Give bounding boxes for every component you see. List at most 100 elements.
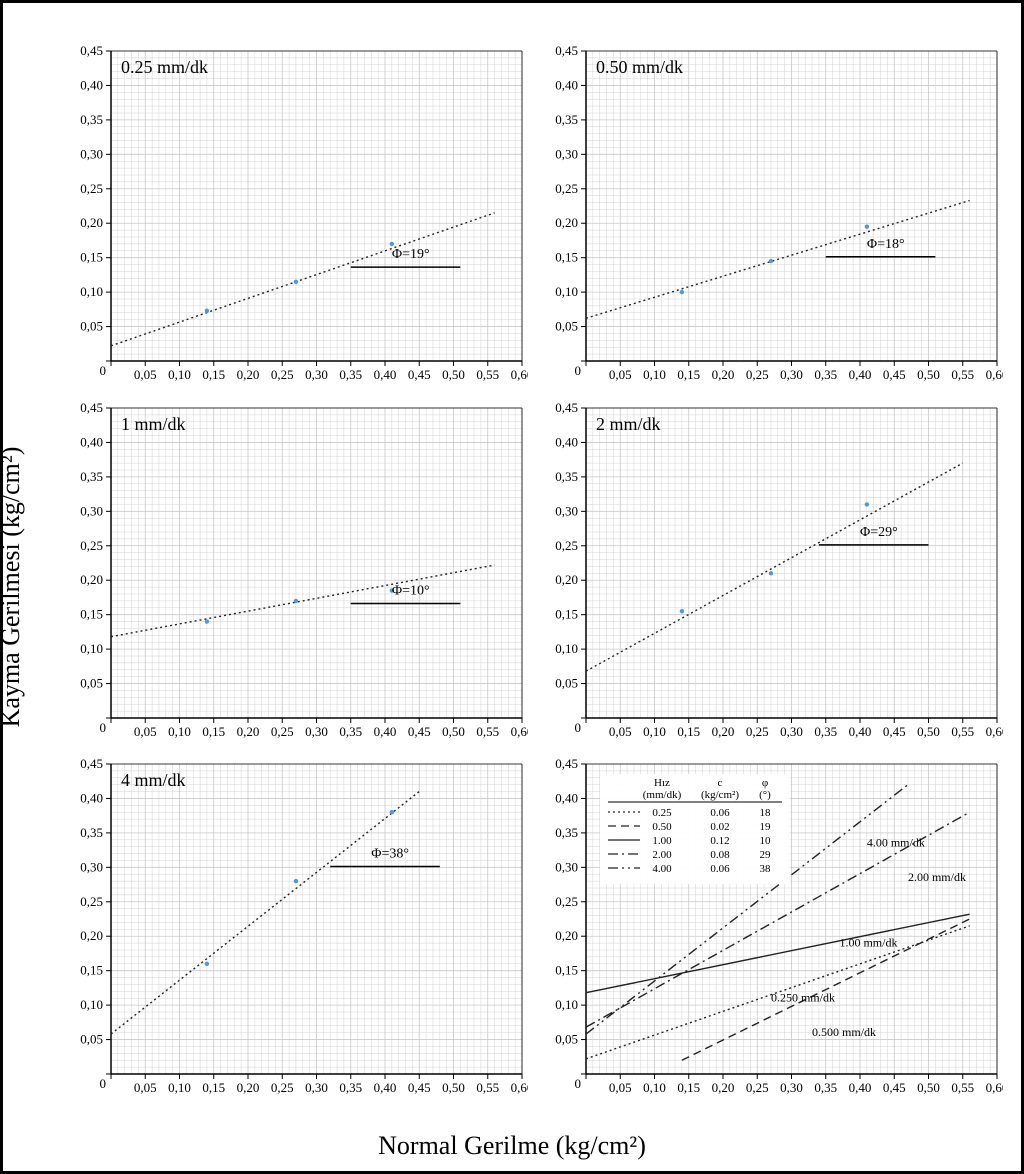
svg-text:0,40: 0,40	[555, 77, 578, 92]
svg-text:0,30: 0,30	[555, 503, 578, 518]
svg-text:0: 0	[100, 1076, 107, 1091]
svg-text:0,40: 0,40	[555, 434, 578, 449]
svg-text:0,05: 0,05	[134, 367, 157, 382]
svg-text:0,60: 0,60	[511, 1080, 528, 1095]
svg-text:0,10: 0,10	[555, 997, 578, 1012]
svg-text:Φ=18°: Φ=18°	[867, 237, 905, 252]
svg-text:0,35: 0,35	[339, 1080, 362, 1095]
svg-text:0,25: 0,25	[746, 724, 769, 739]
svg-text:0,05: 0,05	[609, 367, 632, 382]
svg-text:0,60: 0,60	[511, 367, 528, 382]
svg-text:0,15: 0,15	[555, 963, 578, 978]
svg-text:0,50: 0,50	[442, 1080, 465, 1095]
svg-text:0,55: 0,55	[951, 724, 974, 739]
svg-text:0,25: 0,25	[271, 1080, 294, 1095]
svg-text:4.00 mm/dk: 4.00 mm/dk	[867, 836, 925, 850]
svg-text:0,30: 0,30	[780, 1080, 803, 1095]
svg-text:0,20: 0,20	[237, 724, 260, 739]
svg-text:0,50: 0,50	[917, 367, 940, 382]
svg-text:0,25: 0,25	[80, 537, 103, 552]
svg-text:0,45: 0,45	[408, 724, 431, 739]
svg-text:0,20: 0,20	[555, 929, 578, 944]
svg-text:0: 0	[100, 720, 107, 735]
svg-text:0,45: 0,45	[408, 1080, 431, 1095]
svg-text:0,55: 0,55	[476, 1080, 499, 1095]
svg-text:0,40: 0,40	[374, 367, 397, 382]
svg-text:0,15: 0,15	[677, 724, 700, 739]
svg-text:0,45: 0,45	[555, 756, 578, 771]
svg-text:0,35: 0,35	[80, 825, 103, 840]
svg-text:0,05: 0,05	[134, 1080, 157, 1095]
svg-text:0,30: 0,30	[80, 860, 103, 875]
svg-text:0,10: 0,10	[168, 367, 191, 382]
panel-grid: 0 0,05 0,10 0,15 0,20 0,25 0,30 0,35 0,40 0,45 0,5…	[63, 43, 1003, 1103]
svg-text:0,25: 0,25	[271, 367, 294, 382]
svg-text:0,30: 0,30	[305, 1080, 328, 1095]
chart-panel-p1: 00,050,100,150,200,250,300,350,400,450,5…	[63, 400, 528, 747]
svg-text:φ: φ	[762, 777, 768, 789]
svg-text:0,40: 0,40	[849, 724, 872, 739]
svg-text:38: 38	[760, 863, 772, 875]
svg-text:0,25: 0,25	[746, 367, 769, 382]
svg-text:0,50: 0,50	[442, 724, 465, 739]
svg-text:0,05: 0,05	[80, 1032, 103, 1047]
svg-text:0,10: 0,10	[555, 284, 578, 299]
svg-text:0,25: 0,25	[555, 894, 578, 909]
svg-text:0,10: 0,10	[643, 1080, 666, 1095]
svg-text:0,15: 0,15	[80, 963, 103, 978]
svg-text:0,25: 0,25	[80, 894, 103, 909]
svg-text:0,30: 0,30	[555, 146, 578, 161]
svg-text:0,35: 0,35	[555, 112, 578, 127]
svg-text:0.500 mm/dk: 0.500 mm/dk	[812, 1025, 876, 1039]
svg-text:18: 18	[760, 807, 772, 819]
svg-text:1.00: 1.00	[652, 835, 672, 847]
svg-text:0: 0	[575, 720, 582, 735]
svg-text:0,05: 0,05	[555, 675, 578, 690]
svg-text:0,15: 0,15	[202, 367, 225, 382]
svg-text:0,35: 0,35	[80, 112, 103, 127]
svg-text:0,60: 0,60	[986, 367, 1003, 382]
svg-text:0,35: 0,35	[555, 825, 578, 840]
svg-text:0,20: 0,20	[80, 215, 103, 230]
svg-text:0,25: 0,25	[555, 537, 578, 552]
svg-text:0,15: 0,15	[80, 606, 103, 621]
svg-text:0,20: 0,20	[237, 1080, 260, 1095]
svg-text:0,20: 0,20	[555, 572, 578, 587]
svg-text:Φ=10°: Φ=10°	[392, 583, 430, 598]
svg-text:0,60: 0,60	[986, 1080, 1003, 1095]
svg-text:0,20: 0,20	[712, 724, 735, 739]
svg-text:0,35: 0,35	[80, 469, 103, 484]
svg-text:1 mm/dk: 1 mm/dk	[121, 414, 186, 434]
svg-text:0,45: 0,45	[408, 367, 431, 382]
svg-text:0,05: 0,05	[609, 1080, 632, 1095]
svg-text:(kg/cm²): (kg/cm²)	[701, 789, 739, 801]
svg-text:0,35: 0,35	[814, 724, 837, 739]
svg-text:0,35: 0,35	[339, 724, 362, 739]
svg-text:0.50: 0.50	[652, 821, 672, 833]
svg-text:c: c	[718, 777, 723, 789]
svg-text:10: 10	[760, 835, 772, 847]
svg-text:0,20: 0,20	[712, 367, 735, 382]
svg-text:Φ=38°: Φ=38°	[371, 847, 409, 862]
svg-text:0,20: 0,20	[80, 572, 103, 587]
svg-text:1.00 mm/dk: 1.00 mm/dk	[839, 936, 897, 950]
svg-text:0,15: 0,15	[80, 250, 103, 265]
svg-text:0,30: 0,30	[780, 724, 803, 739]
svg-text:4.00: 4.00	[652, 863, 672, 875]
svg-text:0,30: 0,30	[305, 724, 328, 739]
svg-text:0,10: 0,10	[555, 641, 578, 656]
svg-text:0,45: 0,45	[80, 43, 103, 58]
svg-text:0,35: 0,35	[814, 367, 837, 382]
svg-text:0: 0	[100, 363, 107, 378]
svg-text:0,30: 0,30	[305, 367, 328, 382]
svg-text:2 mm/dk: 2 mm/dk	[596, 414, 661, 434]
svg-text:0,40: 0,40	[374, 1080, 397, 1095]
x-axis-label: Normal Gerilme (kg/cm²)	[378, 1131, 646, 1161]
svg-text:0,55: 0,55	[951, 367, 974, 382]
svg-text:0.06: 0.06	[710, 807, 730, 819]
svg-text:0,25: 0,25	[271, 724, 294, 739]
svg-text:Φ=19°: Φ=19°	[392, 247, 430, 262]
svg-text:0,20: 0,20	[80, 929, 103, 944]
svg-text:0,10: 0,10	[168, 1080, 191, 1095]
svg-text:(mm/dk): (mm/dk)	[643, 789, 682, 801]
